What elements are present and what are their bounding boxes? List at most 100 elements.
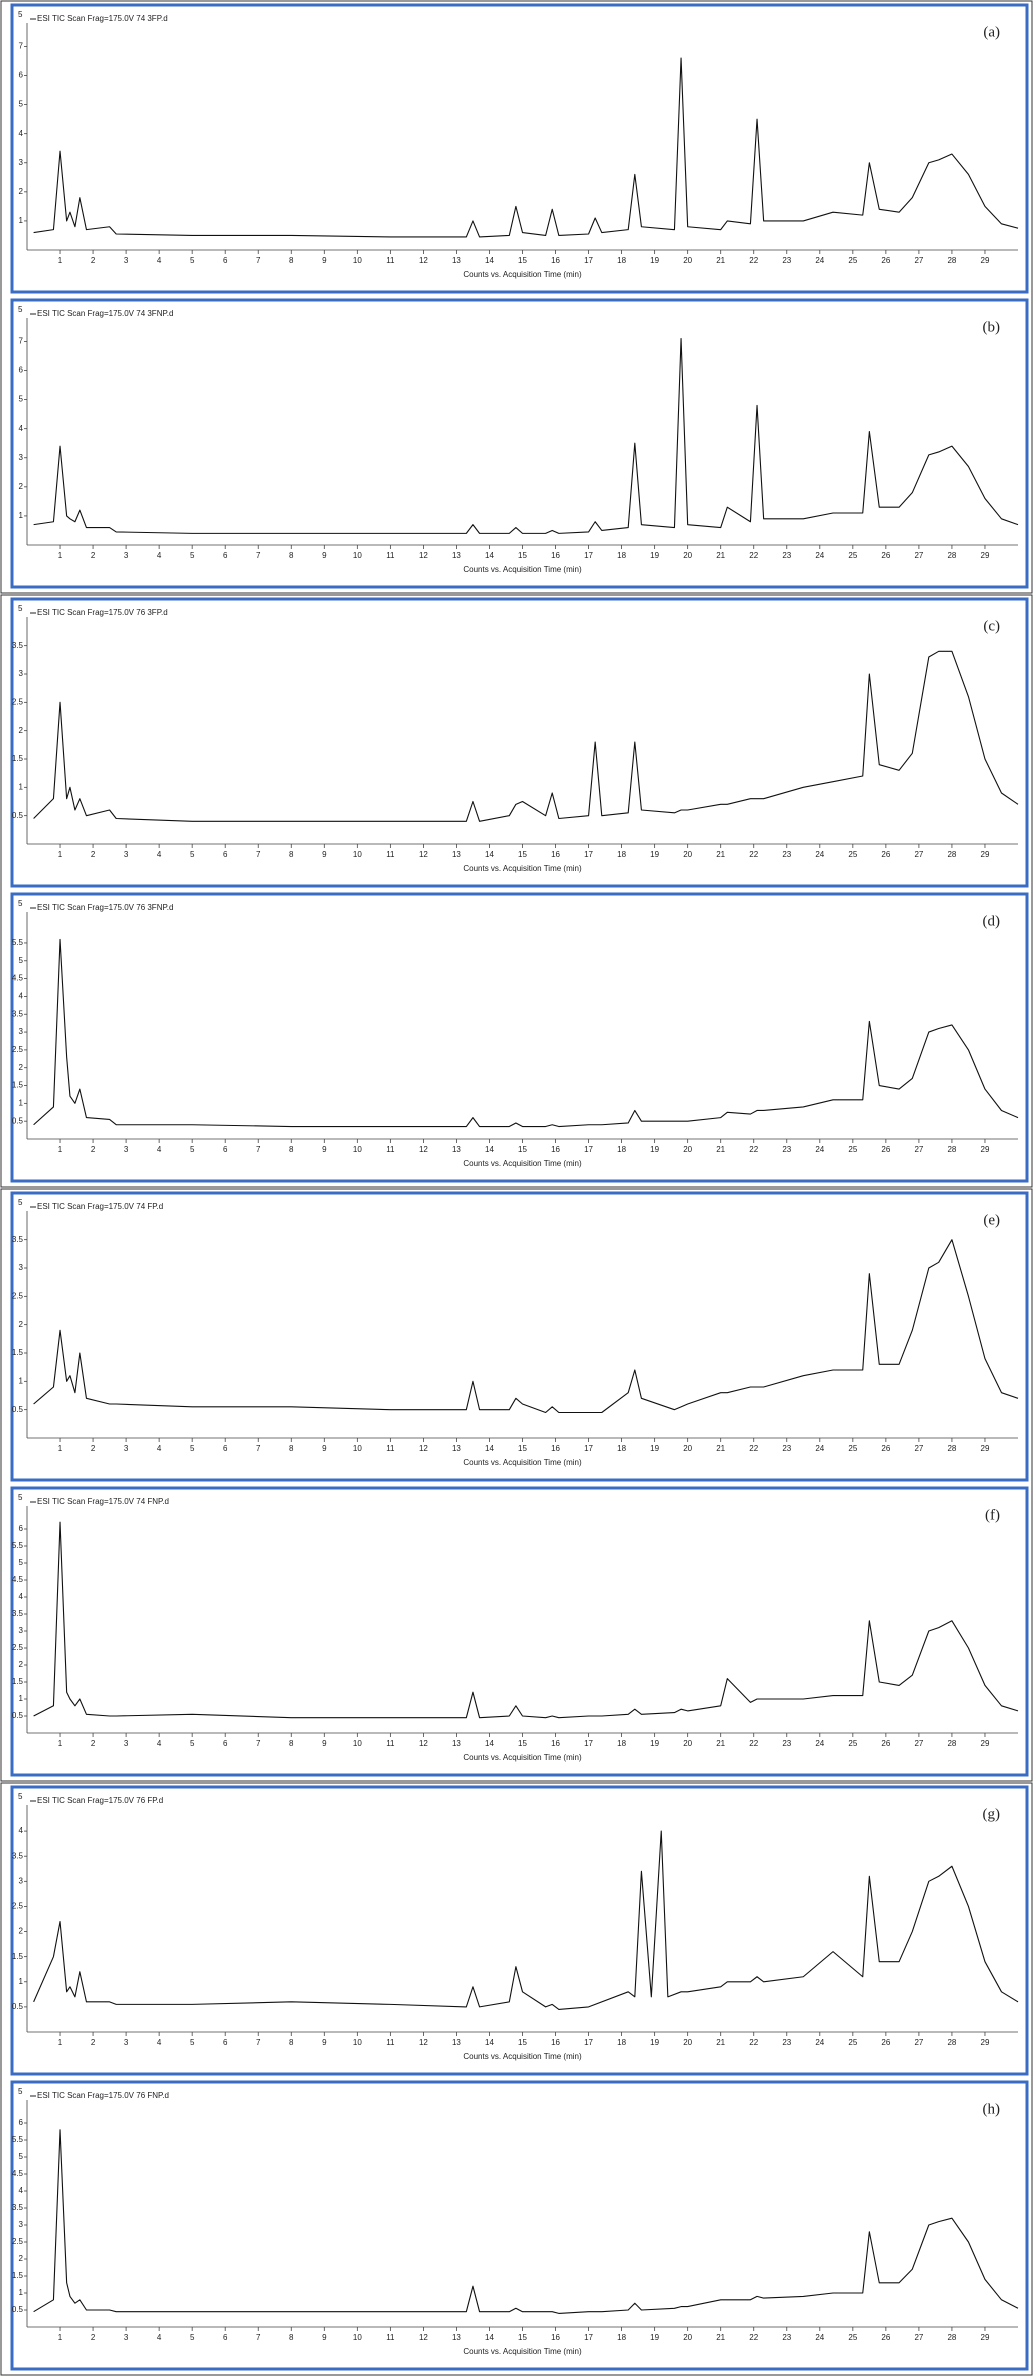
trace — [33, 1239, 1019, 1414]
y-tick-label: 1.5 — [12, 754, 24, 763]
x-tick-label: 29 — [981, 1145, 990, 1154]
x-axis-title: Counts vs. Acquisition Time (min) — [463, 2052, 582, 2061]
x-tick-label: 25 — [848, 551, 857, 560]
x-tick-label: 24 — [815, 2038, 824, 2047]
x-tick-label: 20 — [683, 1739, 692, 1748]
x-tick-label: 16 — [551, 551, 560, 560]
x-tick-label: 22 — [749, 256, 758, 265]
x-tick-label: 6 — [223, 1739, 228, 1748]
x-tick-label: 5 — [190, 1739, 195, 1748]
y-tick-label: 1 — [19, 782, 24, 791]
x-tick-label: 23 — [782, 1145, 791, 1154]
x-tick-label: 14 — [485, 2333, 494, 2342]
x-tick-label: 12 — [419, 2333, 428, 2342]
x-tick-label: 3 — [124, 1145, 129, 1154]
x-tick-label: 17 — [584, 256, 593, 265]
y-tick-label: 5 — [19, 100, 24, 109]
x-tick-label: 29 — [981, 1739, 990, 1748]
x-tick-label: 28 — [947, 1145, 956, 1154]
trace — [33, 938, 1019, 1128]
y-tick-label: 0.5 — [12, 1116, 24, 1125]
panel-title: ESI TIC Scan Frag=175.0V 74 FP.d — [37, 1202, 163, 1211]
x-tick-label: 12 — [419, 1739, 428, 1748]
x-tick-label: 6 — [223, 2038, 228, 2047]
x-tick-label: 10 — [353, 551, 362, 560]
y-tick-label: 6 — [19, 1524, 24, 1533]
x-tick-label: 8 — [289, 1444, 294, 1453]
y-tick-label: 0.5 — [12, 1405, 24, 1414]
y-exponent: 5 — [18, 10, 23, 19]
x-tick-label: 8 — [289, 551, 294, 560]
x-tick-label: 16 — [551, 2333, 560, 2342]
y-tick-label: 2 — [19, 1927, 24, 1936]
y-exponent: 5 — [18, 1493, 23, 1502]
panel-label: (c) — [983, 618, 1000, 634]
y-tick-label: 0.5 — [12, 1711, 24, 1720]
x-tick-label: 3 — [124, 1739, 129, 1748]
x-tick-label: 11 — [386, 1145, 395, 1154]
y-tick-label: 2.5 — [12, 1643, 24, 1652]
x-axis-title: Counts vs. Acquisition Time (min) — [463, 1458, 582, 1467]
y-tick-label: 2 — [19, 1320, 24, 1329]
x-tick-label: 5 — [190, 256, 195, 265]
x-tick-label: 4 — [157, 850, 162, 859]
x-tick-label: 27 — [914, 1739, 923, 1748]
x-tick-label: 27 — [914, 2333, 923, 2342]
y-tick-label: 6 — [19, 71, 24, 80]
x-tick-label: 1 — [58, 1145, 63, 1154]
x-tick-label: 29 — [981, 850, 990, 859]
x-tick-label: 10 — [353, 2333, 362, 2342]
x-tick-label: 25 — [848, 256, 857, 265]
panel-title: ESI TIC Scan Frag=175.0V 74 FNP.d — [37, 1497, 169, 1506]
x-tick-label: 14 — [485, 256, 494, 265]
y-tick-label: 5 — [19, 395, 24, 404]
x-tick-label: 23 — [782, 1444, 791, 1453]
x-tick-label: 2 — [91, 2333, 96, 2342]
x-tick-label: 14 — [485, 1739, 494, 1748]
x-tick-label: 17 — [584, 1444, 593, 1453]
panel-title: ESI TIC Scan Frag=175.0V 74 3FNP.d — [37, 309, 173, 318]
x-tick-label: 17 — [584, 850, 593, 859]
x-tick-label: 4 — [157, 1444, 162, 1453]
x-tick-label: 27 — [914, 256, 923, 265]
x-axis-title: Counts vs. Acquisition Time (min) — [463, 565, 582, 574]
x-tick-label: 29 — [981, 2333, 990, 2342]
x-tick-label: 13 — [452, 256, 461, 265]
x-tick-label: 12 — [419, 1444, 428, 1453]
x-tick-label: 21 — [716, 1444, 725, 1453]
y-tick-label: 3.5 — [12, 1235, 24, 1244]
y-tick-label: 1 — [19, 2288, 24, 2297]
x-tick-label: 29 — [981, 1444, 990, 1453]
x-tick-label: 13 — [452, 1739, 461, 1748]
x-tick-label: 23 — [782, 1739, 791, 1748]
x-tick-label: 11 — [386, 2333, 395, 2342]
x-tick-label: 8 — [289, 1739, 294, 1748]
x-tick-label: 26 — [881, 1444, 890, 1453]
x-tick-label: 8 — [289, 2038, 294, 2047]
x-tick-label: 27 — [914, 1145, 923, 1154]
x-tick-label: 29 — [981, 256, 990, 265]
trace — [33, 2129, 1019, 2314]
x-tick-label: 24 — [815, 1444, 824, 1453]
x-tick-label: 23 — [782, 256, 791, 265]
y-tick-label: 4 — [19, 2186, 24, 2195]
x-tick-label: 10 — [353, 1444, 362, 1453]
x-tick-label: 8 — [289, 850, 294, 859]
x-tick-label: 16 — [551, 1739, 560, 1748]
x-tick-label: 4 — [157, 1739, 162, 1748]
x-tick-label: 2 — [91, 1145, 96, 1154]
x-tick-label: 10 — [353, 1739, 362, 1748]
y-tick-label: 6 — [19, 2118, 24, 2127]
panel-title: ESI TIC Scan Frag=175.0V 76 FP.d — [37, 1796, 163, 1805]
y-tick-label: 1 — [19, 1376, 24, 1385]
y-tick-label: 2 — [19, 187, 24, 196]
y-tick-label: 5.5 — [12, 2135, 24, 2144]
x-tick-label: 15 — [518, 2038, 527, 2047]
x-tick-label: 19 — [650, 1739, 659, 1748]
x-tick-label: 3 — [124, 850, 129, 859]
x-axis-title: Counts vs. Acquisition Time (min) — [463, 1159, 582, 1168]
x-tick-label: 3 — [124, 2038, 129, 2047]
x-tick-label: 26 — [881, 551, 890, 560]
x-tick-label: 17 — [584, 2038, 593, 2047]
